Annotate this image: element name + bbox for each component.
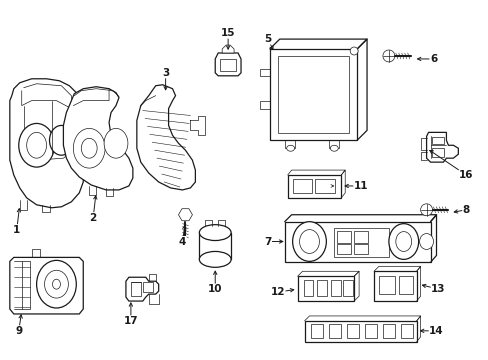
- Ellipse shape: [299, 230, 319, 253]
- Bar: [378, 276, 394, 294]
- Bar: [365, 324, 376, 338]
- Ellipse shape: [330, 145, 338, 151]
- Ellipse shape: [382, 50, 394, 62]
- Text: 14: 14: [428, 326, 443, 336]
- Polygon shape: [137, 85, 195, 190]
- Text: 13: 13: [430, 284, 445, 294]
- Bar: [337, 231, 350, 243]
- Ellipse shape: [104, 129, 128, 158]
- Text: 5: 5: [264, 34, 271, 44]
- Bar: [346, 324, 358, 338]
- Text: 15: 15: [221, 28, 235, 38]
- Polygon shape: [215, 53, 241, 76]
- Bar: [400, 324, 412, 338]
- Bar: [303, 280, 313, 296]
- Bar: [317, 280, 326, 296]
- Text: 16: 16: [458, 170, 472, 180]
- Text: 4: 4: [179, 237, 186, 247]
- Polygon shape: [373, 271, 416, 301]
- Polygon shape: [222, 45, 234, 53]
- Text: 12: 12: [270, 287, 285, 297]
- Bar: [343, 280, 352, 296]
- Text: 3: 3: [162, 68, 169, 78]
- Bar: [382, 324, 394, 338]
- Bar: [353, 244, 367, 255]
- Ellipse shape: [395, 231, 411, 251]
- Ellipse shape: [49, 125, 73, 155]
- Bar: [398, 276, 412, 294]
- Polygon shape: [63, 87, 133, 190]
- Bar: [431, 137, 444, 144]
- Polygon shape: [220, 59, 236, 71]
- Text: 1: 1: [13, 225, 20, 235]
- Polygon shape: [287, 175, 341, 198]
- Ellipse shape: [199, 251, 231, 267]
- Polygon shape: [269, 49, 356, 140]
- Ellipse shape: [419, 234, 433, 249]
- Bar: [315, 179, 335, 193]
- Ellipse shape: [292, 222, 325, 261]
- Bar: [431, 148, 444, 157]
- Bar: [277, 56, 348, 133]
- Text: 6: 6: [429, 54, 436, 64]
- Bar: [337, 244, 350, 255]
- Bar: [331, 280, 341, 296]
- Polygon shape: [178, 209, 192, 221]
- Ellipse shape: [19, 123, 54, 167]
- Text: 2: 2: [89, 213, 97, 223]
- Bar: [311, 324, 323, 338]
- Ellipse shape: [37, 260, 76, 308]
- Text: 7: 7: [264, 237, 271, 247]
- Polygon shape: [297, 276, 353, 301]
- Ellipse shape: [349, 47, 357, 55]
- Polygon shape: [10, 257, 83, 314]
- Bar: [292, 179, 312, 193]
- Bar: [353, 231, 367, 243]
- Text: 17: 17: [123, 316, 138, 326]
- Ellipse shape: [73, 129, 105, 168]
- Polygon shape: [304, 321, 416, 342]
- Polygon shape: [426, 132, 457, 162]
- Ellipse shape: [44, 270, 68, 298]
- Text: 10: 10: [207, 284, 222, 294]
- Bar: [142, 282, 152, 292]
- Ellipse shape: [388, 224, 418, 260]
- Text: 11: 11: [353, 181, 367, 191]
- Bar: [131, 282, 141, 296]
- Ellipse shape: [286, 145, 294, 151]
- Text: 8: 8: [462, 205, 469, 215]
- Bar: [334, 228, 388, 257]
- Text: 9: 9: [15, 326, 22, 336]
- Bar: [328, 324, 341, 338]
- Ellipse shape: [52, 279, 61, 289]
- Ellipse shape: [199, 225, 231, 240]
- Ellipse shape: [81, 138, 97, 158]
- Ellipse shape: [420, 204, 432, 216]
- Polygon shape: [126, 277, 158, 301]
- Ellipse shape: [27, 132, 46, 158]
- Polygon shape: [10, 79, 83, 208]
- Polygon shape: [284, 222, 429, 262]
